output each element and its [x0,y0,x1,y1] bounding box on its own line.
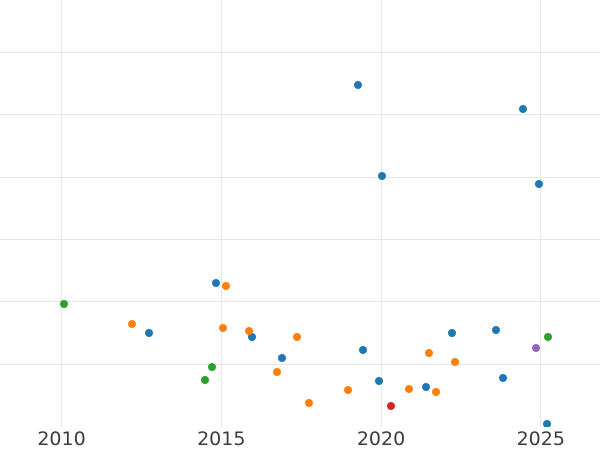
y-gridline [0,52,600,53]
scatter-dot-orange [404,384,413,393]
scatter-dot-blue [359,346,368,355]
scatter-dot-blue [377,172,386,181]
scatter-dot-orange [432,388,441,397]
scatter-dot-orange [221,281,230,290]
scatter-dot-green [60,300,69,309]
x-gridline [220,0,222,427]
scatter-dot-red [386,402,395,411]
scatter-dot-blue [354,80,363,89]
x-gridline [61,0,62,427]
x-axis-tick-label: 2010 [37,428,86,450]
scatter-dot-blue [542,419,551,427]
scatter-dot-purple [532,344,541,353]
scatter-dot-orange [343,386,352,395]
scatter-dot-orange [128,319,137,328]
y-gridline [0,176,600,178]
scatter-dot-orange [245,326,254,335]
scatter-dot-orange [450,357,459,366]
scatter-dot-blue [145,328,154,337]
scatter-dot-blue [278,354,287,363]
y-gridline [0,301,600,303]
x-axis-tick-label: 2025 [516,428,565,450]
scatter-dot-blue [447,329,456,338]
scatter-dot-orange [292,332,301,341]
scatter-dot-blue [247,332,256,341]
scatter-dot-blue [421,383,430,392]
y-gridline [0,238,600,240]
y-gridline [0,114,600,116]
scatter-dot-orange [219,324,228,333]
x-axis: 2010 2015 2020 2025 [0,427,600,450]
scatter-dot-orange [425,348,434,357]
x-axis-tick-label: 2020 [356,428,406,450]
x-gridline [380,0,382,427]
scatter-dot-orange [273,368,282,377]
plot-area [0,0,600,427]
x-gridline [540,0,542,427]
scatter-dot-green [544,333,553,342]
scatter-dot-blue [492,325,501,334]
scatter-dot-blue [498,373,507,382]
scatter-dot-orange [305,399,314,408]
scatter-dot-blue [375,377,384,386]
scatter-dot-green [207,363,216,372]
x-axis-tick-label: 2015 [197,428,246,450]
scatter-dot-blue [212,279,221,287]
scatter-dot-blue [535,179,544,188]
scatter-dot-blue [519,104,528,113]
y-gridline [0,363,600,365]
scatter-dot-green [200,375,209,384]
